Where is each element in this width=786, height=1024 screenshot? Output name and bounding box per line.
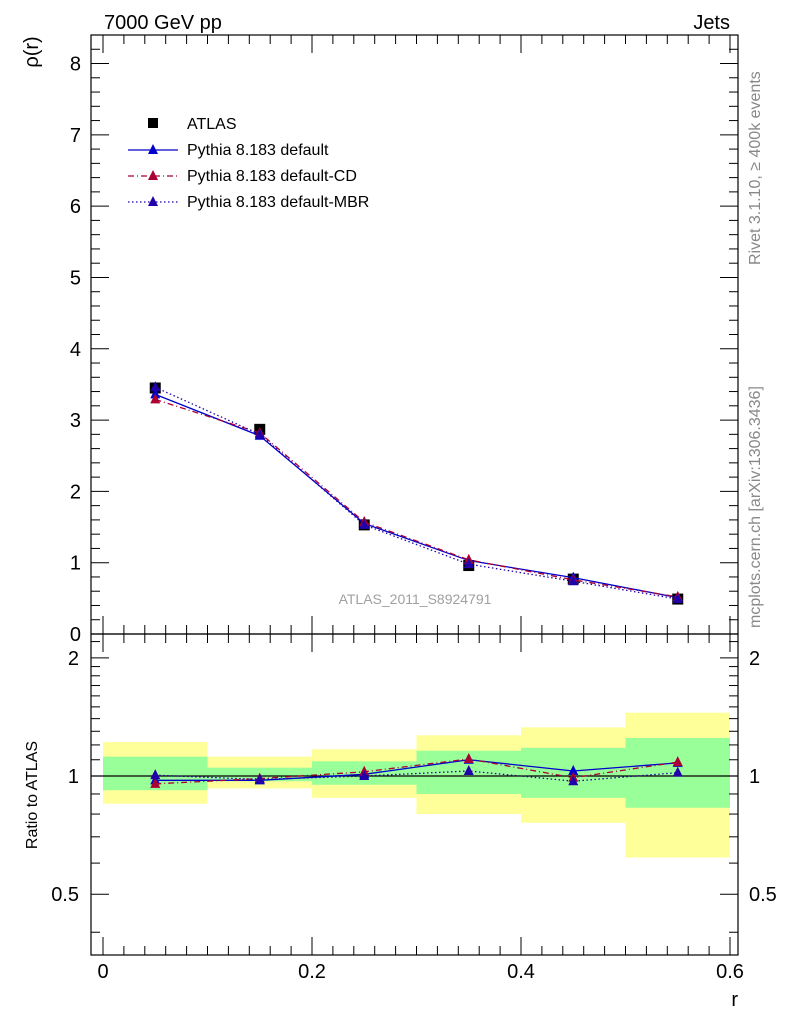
legend-cd-marker-icon [148,170,158,180]
mcplots-label: mcplots.cern.ch [arXiv:1306.3436] [747,386,764,628]
mc-series-point [463,558,474,569]
analysis-watermark: ATLAS_2011_S8924791 [339,591,492,607]
mc-series-point [254,428,265,439]
legend-entry-default-mbr: Pythia 8.183 default-MBR [128,194,369,211]
ratio-x-tick-label: 0.4 [507,961,535,983]
ratio-y-tick-label-right: 2 [749,648,760,670]
ratio-y-tick-label: 0.5 [51,884,79,906]
x-axis-label: r [731,989,738,1011]
ratio-y-axis-label: Ratio to ATLAS [24,741,41,849]
ratio-series-point [463,752,474,763]
main-y-tick-label: 0 [70,624,81,646]
legend-default-marker-icon [148,144,158,154]
ratio-series-point [150,777,161,788]
mc-series-line [155,393,678,599]
ratio-series-point [672,756,683,767]
main-y-tick-label: 8 [70,54,81,76]
main-y-tick-label: 6 [70,196,81,218]
main-y-tick-label: 7 [70,125,81,147]
main-y-tick-label: 5 [70,267,81,289]
ratio-series-line [155,758,678,785]
ratio-y-tick-label-right: 1 [749,766,760,788]
main-y-tick-label: 2 [70,481,81,503]
legend-entry-default-cd: Pythia 8.183 default-CD [128,168,357,185]
ratio-y-tick-label-right: 0.5 [749,884,777,906]
header-right: Jets [693,12,730,34]
ratio-series-line [155,759,678,781]
rivet-label: Rivet 3.1.10, ≥ 400k events [747,71,764,265]
ratio-plot-frame [90,633,739,956]
legend-atlas-marker-icon [148,118,158,128]
ratio-y-tick-label: 1 [68,766,79,788]
legend-label-default: Pythia 8.183 default [187,142,329,159]
mc-series-point [150,381,161,392]
y-axis-label: ρ(r) [21,36,43,67]
main-y-tick-label: 4 [70,339,81,361]
legend-label-default-mbr: Pythia 8.183 default-MBR [187,194,369,211]
main-y-tick-label: 1 [70,553,81,575]
ratio-x-tick-label: 0.2 [298,961,326,983]
mc-series-point [150,393,161,404]
mc-series-line [155,398,678,598]
ratio-x-tick-label: 0.6 [716,961,744,983]
mc-series-line [154,386,678,600]
legend-label-atlas: ATLAS [187,116,237,133]
legend: ATLAS Pythia 8.183 default Pythia 8.183 … [128,116,369,211]
mc-series-point [672,593,683,604]
ratio-line-layer [150,752,683,788]
legend-entry-atlas: ATLAS [148,116,237,133]
ratio-series-point [568,764,579,775]
ratio-y-tick-label: 2 [68,648,79,670]
ratio-series-point [568,775,579,786]
legend-entry-default: Pythia 8.183 default [128,142,329,159]
header-left: 7000 GeV pp [104,12,222,34]
ratio-series-point [254,773,265,784]
ratio-band-layer [91,712,738,858]
ratio-x-tick-label: 0 [97,961,108,983]
ratio-series-point [359,770,370,781]
legend-label-default-cd: Pythia 8.183 default-CD [187,168,357,185]
axes-layer: 0 1 2 3 4 5 6 7 8 0 0.2 0.4 0.6 0.5 0.5 1 1 2 2 [51,34,777,983]
legend-mbr-marker-icon [148,196,158,206]
ratio-series-line [155,770,678,782]
ratio-series-point [672,766,683,777]
mc-series-point [359,518,370,529]
mc-series-point [568,575,579,586]
ratio-series-point [463,764,474,775]
main-y-tick-label: 3 [70,410,81,432]
main-line-layer [149,381,684,605]
ratio-series-point [150,769,161,780]
